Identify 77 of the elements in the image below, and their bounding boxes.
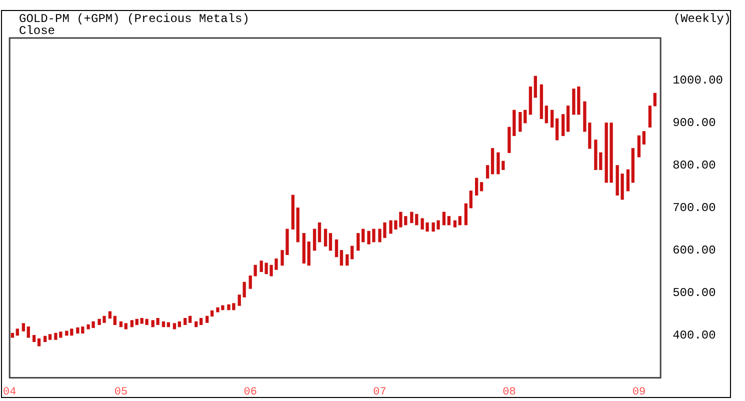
bar	[37, 338, 41, 346]
bar	[458, 216, 462, 226]
bar	[43, 336, 47, 342]
bar	[447, 216, 450, 226]
bar	[540, 84, 544, 120]
bar	[307, 242, 310, 266]
bar	[48, 334, 52, 340]
y-tick-label: 900.00	[672, 116, 716, 130]
bar	[626, 169, 630, 192]
bar	[566, 106, 570, 132]
bar	[22, 323, 26, 332]
bar	[119, 321, 123, 328]
bar	[464, 203, 468, 226]
x-tick-label: 04	[3, 386, 17, 398]
bar	[637, 135, 641, 158]
bar	[528, 86, 532, 115]
bar	[648, 106, 652, 128]
x-tick-label: 07	[373, 386, 386, 398]
bar	[362, 228, 365, 242]
bar	[453, 220, 457, 228]
bar	[469, 190, 472, 208]
bar	[340, 250, 344, 266]
bar	[328, 233, 332, 251]
x-tick-label: 06	[244, 386, 257, 398]
bar	[206, 316, 209, 323]
bar	[113, 316, 116, 326]
bar	[318, 222, 322, 242]
bar	[194, 321, 198, 328]
bar	[442, 212, 446, 226]
bar	[302, 233, 306, 264]
bar	[490, 148, 494, 174]
chart-title: GOLD-PM (+GPM) (Precious Metals)	[19, 12, 250, 26]
bar	[130, 320, 134, 328]
y-tick-label: 400.00	[672, 328, 716, 342]
bar	[32, 334, 36, 342]
bar	[550, 110, 554, 128]
y-tick-label: 600.00	[672, 244, 716, 258]
bar	[210, 310, 214, 317]
bar	[474, 178, 478, 196]
bar	[324, 228, 328, 246]
bar	[653, 92, 656, 106]
bar	[334, 239, 338, 258]
y-tick-label: 500.00	[672, 286, 716, 300]
bar	[178, 321, 182, 328]
bar	[124, 323, 128, 330]
bar	[108, 311, 112, 319]
bar	[562, 114, 565, 136]
bar	[199, 318, 203, 326]
text: (Weekly)	[673, 12, 731, 26]
bar	[480, 182, 484, 192]
bar	[10, 332, 14, 338]
bar	[534, 76, 538, 98]
bar	[188, 316, 192, 323]
bar	[544, 106, 548, 124]
bar	[555, 118, 559, 140]
y-tick-label: 800.00	[672, 158, 716, 173]
y-tick-label: 700.00	[672, 201, 716, 216]
bar	[172, 323, 176, 330]
y-tick-label: 1000.00	[672, 74, 724, 88]
bar	[184, 318, 187, 326]
bar	[135, 318, 138, 326]
bar	[346, 254, 349, 266]
bar	[486, 165, 490, 178]
x-tick-label: 09	[632, 386, 646, 398]
bar	[16, 328, 19, 336]
bar	[26, 326, 30, 338]
bar	[356, 233, 360, 251]
x-tick-label: 08	[502, 386, 516, 398]
bar	[296, 208, 300, 242]
bar	[631, 148, 635, 183]
x-tick-label: 05	[114, 386, 128, 398]
bar	[642, 131, 646, 145]
bar	[312, 228, 316, 251]
chart-subtitle: Close	[19, 24, 56, 38]
bar	[350, 246, 354, 260]
bar	[291, 194, 294, 230]
bar	[162, 321, 166, 328]
